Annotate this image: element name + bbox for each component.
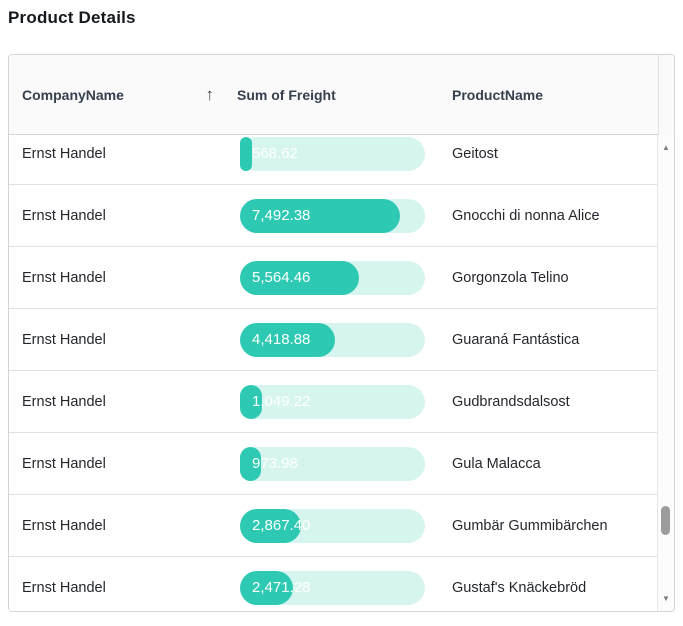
product-cell: Geitost [452, 145, 498, 162]
product-cell: Gustaf's Knäckebröd [452, 579, 587, 596]
freight-bar-fill [240, 136, 253, 171]
freight-cell: 973.98 [224, 446, 439, 481]
table-row[interactable]: Ernst Handel 973.98 Gula Malacca [9, 433, 657, 495]
freight-progress-bar: 1,049.22 [240, 384, 425, 419]
product-cell: Guaraná Fantástica [452, 331, 580, 348]
freight-progress-bar: 568.62 [240, 136, 425, 171]
header-scrollbar-spacer [658, 55, 674, 135]
company-cell: Ernst Handel [22, 579, 106, 596]
table-row[interactable]: Ernst Handel 568.62 Geitost [9, 135, 657, 185]
scroll-up-icon[interactable]: ▲ [662, 143, 670, 152]
freight-cell: 2,471.28 [224, 570, 439, 605]
freight-progress-bar: 7,492.38 [240, 198, 425, 233]
freight-value: 2,471.28 [252, 578, 311, 596]
freight-value: 5,564.46 [252, 268, 311, 286]
column-header-sum-of-freight[interactable]: Sum of Freight [237, 86, 336, 103]
product-cell: Gumbär Gummibärchen [452, 517, 608, 534]
company-cell: Ernst Handel [22, 145, 106, 162]
company-cell: Ernst Handel [22, 517, 106, 534]
table-row[interactable]: Ernst Handel 5,564.46 Gorgonzola Telino [9, 247, 657, 309]
freight-bar-fill [240, 446, 261, 481]
freight-bar-fill [240, 322, 335, 357]
freight-cell: 1,049.22 [224, 384, 439, 419]
grid-header: CompanyName ↑ Sum of Freight ProductName [9, 55, 674, 135]
table-row[interactable]: Ernst Handel 2,471.28 Gustaf's Knäckebrö… [9, 557, 657, 611]
table-row[interactable]: Ernst Handel 4,418.88 Guaraná Fantástica [9, 309, 657, 371]
column-header-productname[interactable]: ProductName [452, 86, 544, 103]
product-cell: Gudbrandsdalsost [452, 393, 570, 410]
freight-bar-fill [240, 570, 293, 605]
sort-ascending-icon[interactable]: ↑ [205, 84, 215, 104]
column-header-companyname-label: CompanyName [22, 86, 124, 103]
table-row[interactable]: Ernst Handel 2,867.40 Gumbär Gummibärche… [9, 495, 657, 557]
table-row[interactable]: Ernst Handel 1,049.22 Gudbrandsdalsost [9, 371, 657, 433]
freight-bar-fill [240, 508, 302, 543]
company-cell: Ernst Handel [22, 331, 106, 348]
company-cell: Ernst Handel [22, 207, 106, 224]
freight-progress-bar: 5,564.46 [240, 260, 425, 295]
freight-value: 2,867.40 [252, 516, 311, 534]
freight-value: 7,492.38 [252, 206, 311, 224]
freight-progress-bar: 2,867.40 [240, 508, 425, 543]
company-cell: Ernst Handel [22, 455, 106, 472]
freight-progress-bar: 973.98 [240, 446, 425, 481]
scrollbar-thumb[interactable] [661, 506, 670, 535]
product-cell: Gnocchi di nonna Alice [452, 207, 600, 224]
freight-bar-fill [240, 198, 401, 233]
grid-body: Ernst Handel 568.62 Geitost Ernst Handel… [9, 135, 674, 611]
scroll-down-icon[interactable]: ▼ [662, 594, 670, 603]
product-cell: Gorgonzola Telino [452, 269, 569, 286]
freight-cell: 2,867.40 [224, 508, 439, 543]
freight-cell: 568.62 [224, 136, 439, 171]
freight-value: 4,418.88 [252, 330, 311, 348]
vertical-scrollbar[interactable]: ▲ ▼ [657, 135, 674, 611]
freight-value: 568.62 [252, 144, 298, 162]
freight-bar-fill [240, 260, 359, 295]
freight-cell: 7,492.38 [224, 198, 439, 233]
freight-value: 973.98 [252, 454, 298, 472]
freight-progress-bar: 4,418.88 [240, 322, 425, 357]
freight-progress-bar: 2,471.28 [240, 570, 425, 605]
page-title: Product Details [8, 8, 136, 27]
grid-rows: Ernst Handel 568.62 Geitost Ernst Handel… [9, 135, 657, 611]
company-cell: Ernst Handel [22, 269, 106, 286]
product-cell: Gula Malacca [452, 455, 541, 472]
column-header-companyname[interactable]: CompanyName ↑ [9, 85, 224, 105]
freight-value: 1,049.22 [252, 392, 311, 410]
freight-bar-fill [240, 384, 263, 419]
company-cell: Ernst Handel [22, 393, 106, 410]
freight-cell: 5,564.46 [224, 260, 439, 295]
freight-cell: 4,418.88 [224, 322, 439, 357]
table-row[interactable]: Ernst Handel 7,492.38 Gnocchi di nonna A… [9, 185, 657, 247]
product-details-grid: CompanyName ↑ Sum of Freight ProductName… [8, 54, 675, 612]
